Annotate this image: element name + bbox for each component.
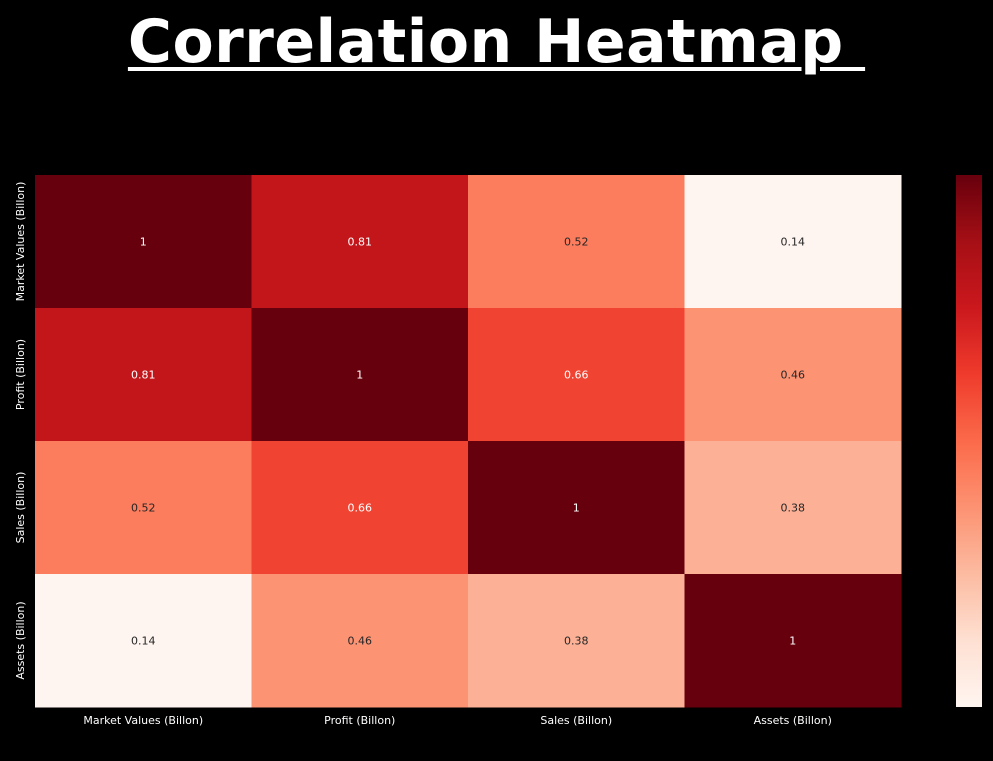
heatmap-cell <box>35 175 252 309</box>
x-tick-label: Assets (Billon) <box>754 714 832 727</box>
heatmap-cell <box>684 441 902 575</box>
heatmap-cells <box>35 175 902 708</box>
y-tick-label: Market Values (Billon) <box>14 182 27 302</box>
heatmap-cell <box>35 574 252 708</box>
heatmap-cell <box>35 308 252 442</box>
heatmap-cell-label: 1 <box>140 236 147 249</box>
heatmap-cell-label: 0.46 <box>781 369 806 382</box>
x-axis-tick-labels: Market Values (Billon) Profit (Billon) Sal… <box>83 714 832 727</box>
y-axis-tick-labels: Market Values (Billon) Profit (Billon) Sal… <box>14 182 27 680</box>
heatmap-cell <box>684 574 902 708</box>
heatmap-cell-label: 0.66 <box>564 369 589 382</box>
heatmap-cell <box>251 574 469 708</box>
y-tick-label: Assets (Billon) <box>14 601 27 679</box>
heatmap-cell-label: 1 <box>356 369 363 382</box>
heatmap-cell <box>35 441 252 575</box>
heatmap-cell-label: 0.38 <box>781 502 806 515</box>
heatmap-cell <box>468 308 685 442</box>
heatmap-cell <box>468 175 685 309</box>
heatmap-cell-label: 0.14 <box>781 236 806 249</box>
heatmap-cell <box>251 308 469 442</box>
x-tick-label: Market Values (Billon) <box>83 714 203 727</box>
heatmap-cell-label: 0.14 <box>131 635 156 648</box>
heatmap-cell <box>468 574 685 708</box>
heatmap-cell-label: 0.52 <box>131 502 156 515</box>
heatmap-cell <box>684 175 902 309</box>
page-title: Correlation Heatmap <box>127 7 866 77</box>
x-tick-label: Profit (Billon) <box>324 714 395 727</box>
heatmap-cell <box>251 441 469 575</box>
heatmap-cell-label: 0.52 <box>564 236 589 249</box>
heatmap-cell-labels: 1 0.81 0.52 0.14 0.81 1 0.66 0.46 0.52 0.66 1 0.38 0… <box>131 236 805 648</box>
y-tick-label: Sales (Billon) <box>14 472 27 544</box>
colorbar <box>956 175 982 707</box>
heatmap-cell-label: 1 <box>789 635 796 648</box>
heatmap-cell-label: 0.38 <box>564 635 589 648</box>
heatmap-cell <box>251 175 469 309</box>
heatmap-cell <box>468 441 685 575</box>
heatmap-cell-label: 0.66 <box>348 502 373 515</box>
heatmap-cell <box>684 308 902 442</box>
heatmap-cell-label: 0.81 <box>348 236 373 249</box>
heatmap-cell-label: 1 <box>573 502 580 515</box>
heatmap-cell-label: 0.81 <box>131 369 156 382</box>
y-tick-label: Profit (Billon) <box>14 339 27 410</box>
heatmap-cell-label: 0.46 <box>348 635 373 648</box>
x-tick-label: Sales (Billon) <box>540 714 612 727</box>
